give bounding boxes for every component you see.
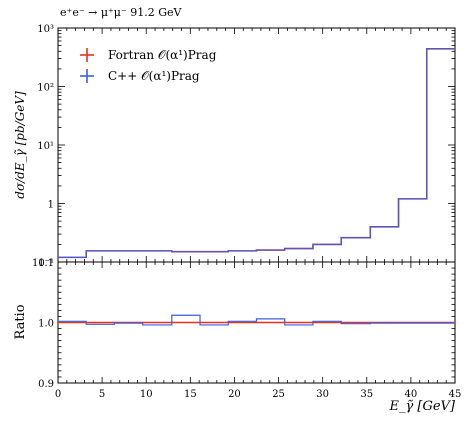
main-y-tick-labels: 10⁻¹ 1 10¹ 10² 10³ bbox=[32, 24, 54, 269]
main-ytick-label: 10³ bbox=[37, 24, 54, 35]
x-tick-label: 30 bbox=[316, 389, 329, 400]
x-tick-label: 35 bbox=[360, 389, 373, 400]
x-tick-label: 45 bbox=[449, 389, 462, 400]
x-tick-label: 5 bbox=[99, 389, 105, 400]
ratio-ytick-label: 0.9 bbox=[38, 379, 54, 390]
main-histograms bbox=[58, 48, 455, 259]
ratio-x-tick-labels: 0 5 10 15 20 25 30 35 40 45 bbox=[55, 389, 462, 400]
main-ytick-label: 10⁻¹ bbox=[32, 258, 54, 269]
legend: Fortran 𝒪(α¹)Prag C++ 𝒪(α¹)Prag bbox=[80, 48, 217, 83]
x-axis-label: E_γ̃ [GeV] bbox=[388, 399, 455, 414]
main-y-axis-label: dσ/dE_γ̃ [pb/GeV] bbox=[13, 91, 27, 199]
ratio-panel-ticks bbox=[57, 261, 456, 384]
legend-label: C++ 𝒪(α¹)Prag bbox=[108, 69, 200, 83]
process-label: e⁺e⁻ → μ⁺μ⁻ 91.2 GeV bbox=[60, 6, 183, 19]
x-tick-label: 20 bbox=[228, 389, 241, 400]
main-series-line-cpp bbox=[58, 48, 455, 258]
ratio-y-axis-label: Ratio bbox=[13, 304, 28, 339]
main-ytick-label: 10² bbox=[37, 83, 54, 94]
ratio-ytick-label: 1.0 bbox=[38, 319, 54, 330]
x-tick-label: 25 bbox=[272, 389, 285, 400]
x-tick-label: 15 bbox=[184, 389, 197, 400]
x-tick-label: 10 bbox=[140, 389, 153, 400]
x-tick-label: 0 bbox=[55, 389, 61, 400]
ratio-ytick-label: 1.1 bbox=[38, 258, 54, 269]
main-ytick-label: 10¹ bbox=[37, 141, 54, 152]
main-ytick-label: 1 bbox=[48, 200, 54, 211]
ratio-histograms bbox=[58, 314, 455, 326]
legend-label: Fortran 𝒪(α¹)Prag bbox=[108, 48, 217, 62]
x-tick-label: 40 bbox=[405, 389, 418, 400]
ratio-series-line bbox=[58, 314, 455, 326]
ratio-y-tick-labels: 0.9 1.0 1.1 bbox=[38, 258, 54, 390]
